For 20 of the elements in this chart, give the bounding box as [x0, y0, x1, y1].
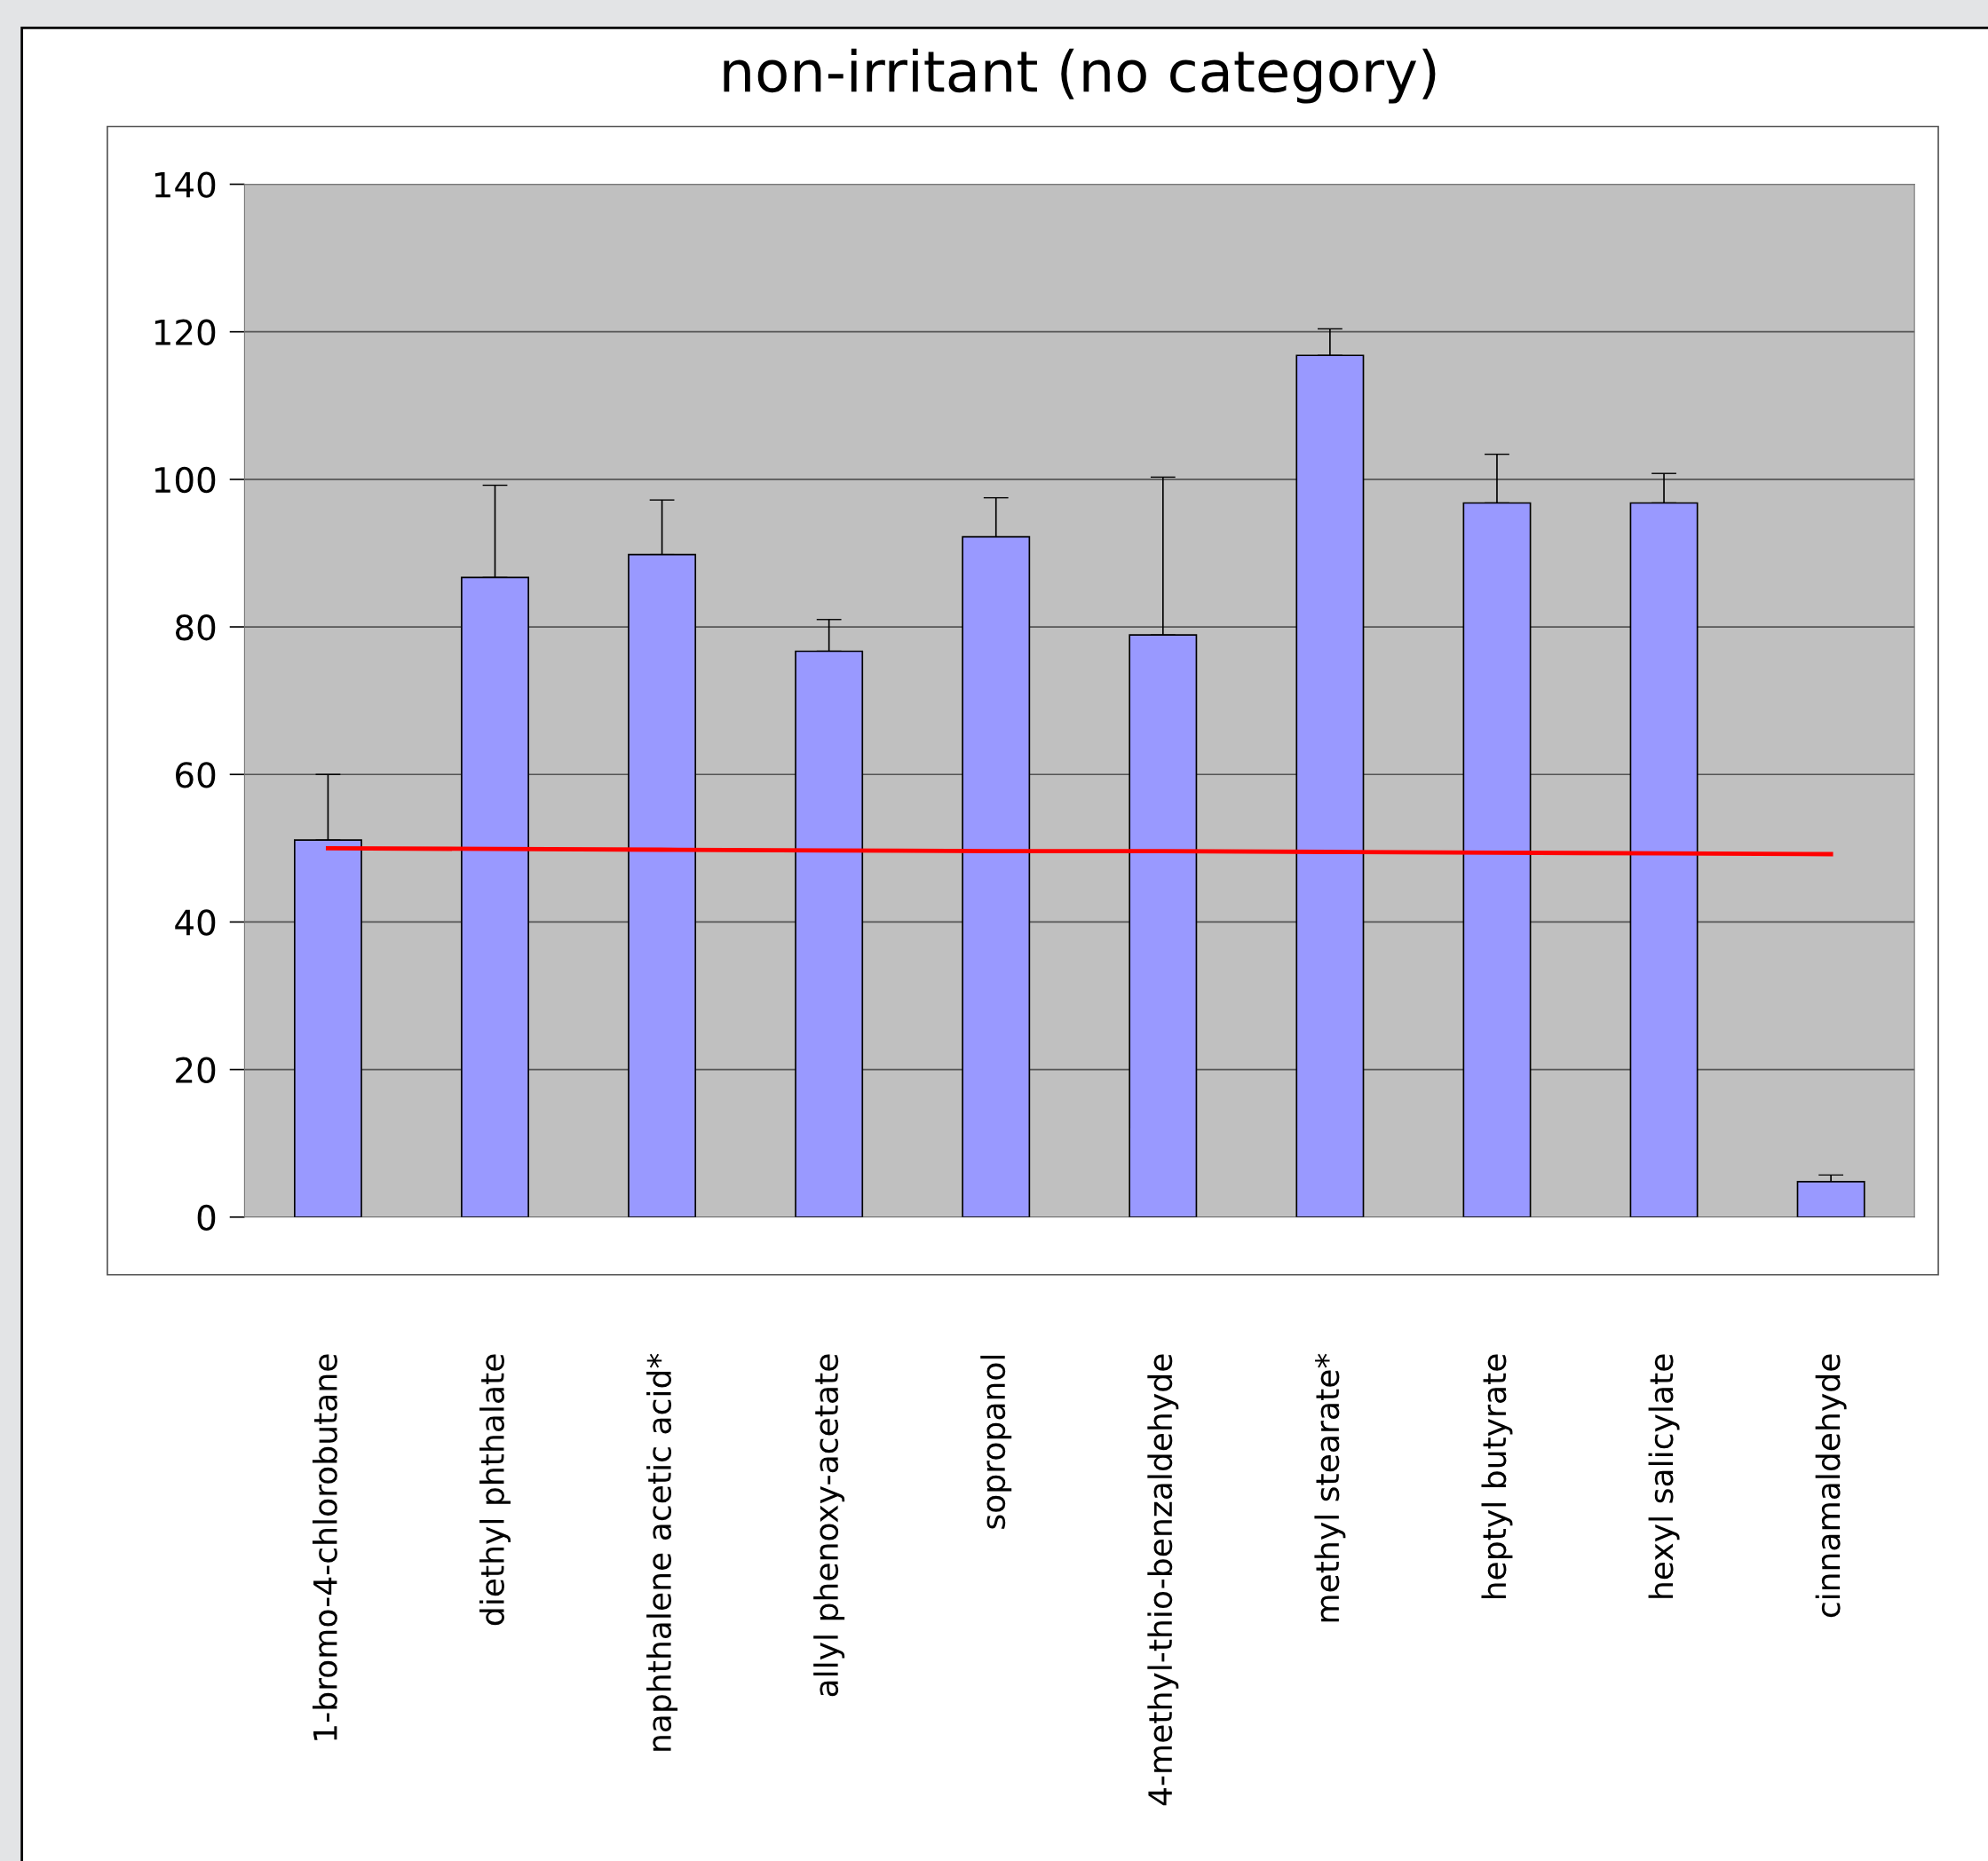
x-tick-label: naphthalene acetic acid*: [646, 1353, 678, 1751]
y-tick-label: 40: [175, 909, 216, 936]
y-tick-label: 20: [176, 1057, 216, 1083]
x-tick-label: hexyl salicylate: [1648, 1354, 1680, 1598]
x-tick-label: heptyl butyrate: [1481, 1354, 1513, 1599]
y-tick-label: 140: [154, 171, 216, 198]
x-tick-label: sopropanol: [980, 1355, 1012, 1529]
y-tick-label: 100: [154, 466, 216, 494]
chart-title: non-irritant (no category): [724, 48, 1436, 104]
y-tick-label: 80: [175, 614, 216, 641]
y-tick-label: 60: [176, 762, 216, 788]
x-tick-label: 4-methyl-thio-benzaldehyde: [1147, 1354, 1179, 1806]
line-series: [326, 845, 1834, 857]
y-tick-label: 0: [197, 1204, 216, 1231]
x-tick-label: methyl stearate*: [1314, 1353, 1346, 1622]
x-tick-label: cinnamaldehyde: [1815, 1354, 1847, 1618]
x-tick-label: allyl phenoxy-acetate: [813, 1354, 845, 1697]
x-tick-label: diethyl phthalate: [479, 1354, 511, 1626]
x-tick-label: 1-bromo-4-chlorobutane: [312, 1354, 337, 1740]
y-tick-label: 120: [154, 319, 216, 346]
